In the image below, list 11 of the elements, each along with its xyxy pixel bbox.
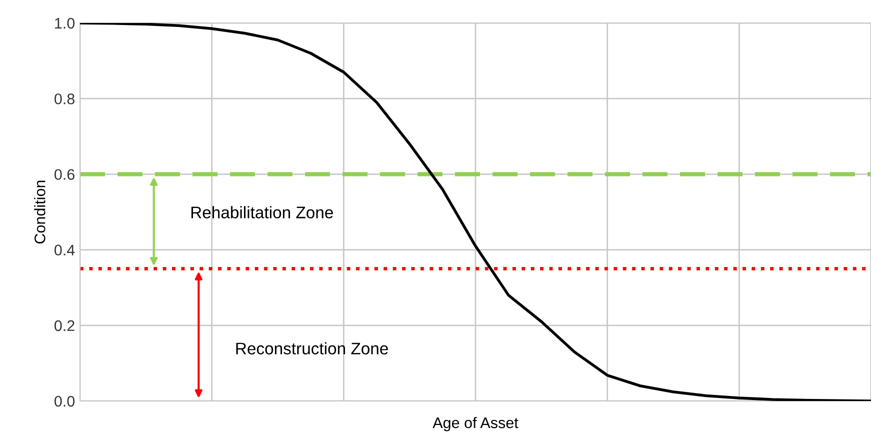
y-tick-label: 0.0	[54, 396, 75, 407]
y-tick-label: 0.6	[54, 169, 74, 180]
y-tick-label: 0.4	[54, 244, 75, 256]
y-tick-label: 1.0	[55, 18, 75, 29]
annotation: Reconstruction Zone	[236, 342, 388, 354]
y-tick-label: 0.8	[54, 93, 74, 104]
y-axis-title: Condition	[34, 180, 46, 244]
annotation: Rehabilitation Zone	[191, 206, 333, 218]
line-series	[80, 23, 871, 401]
y-tick-label: 0.2	[54, 320, 74, 332]
x-axis-title: Age of Asset	[432, 416, 518, 432]
